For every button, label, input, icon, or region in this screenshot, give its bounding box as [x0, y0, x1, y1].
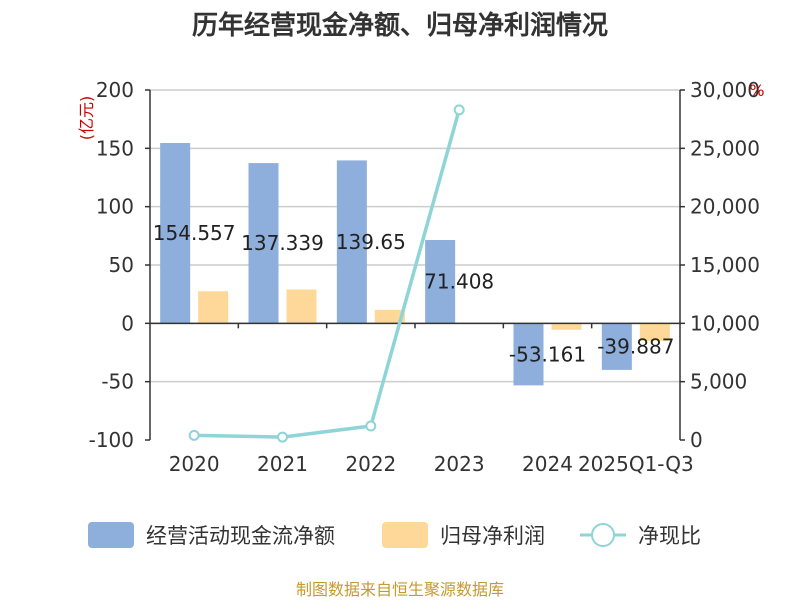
right-tick-label: 5,000 [690, 370, 747, 394]
left-tick-label: 200 [96, 78, 134, 102]
right-tick-label: 20,000 [690, 195, 760, 219]
data-label: -53.161 [509, 342, 586, 366]
legend-label: 归母净利润 [440, 524, 545, 548]
axes: 200 150 100 50 0 -50 -100 30,000 25,000 20,000 15,… [89, 78, 760, 476]
left-tick-label: 0 [121, 311, 134, 335]
right-tick-label: 15,000 [690, 253, 760, 277]
bar-cashflow [336, 160, 367, 324]
bar-net-profit [286, 289, 317, 324]
line-layer [188, 104, 465, 443]
right-tick-label: 25,000 [690, 136, 760, 160]
right-tick-label: 10,000 [690, 311, 760, 335]
left-tick-label: 100 [96, 195, 134, 219]
left-tick-label: 150 [96, 136, 134, 160]
bar-layer [160, 143, 670, 386]
data-label: 154.557 [153, 221, 236, 245]
bar-net-profit [374, 309, 405, 324]
legend-swatch [382, 522, 428, 548]
right-axis-unit: % [749, 81, 764, 100]
legend[interactable]: 经营活动现金流净额 归母净利润 净现比 [88, 522, 701, 548]
x-tick-label: 2021 [257, 452, 308, 476]
x-tick-label: 2023 [434, 452, 485, 476]
data-label: 137.339 [241, 231, 324, 255]
data-label: -39.887 [597, 335, 674, 359]
data-labels: 154.557 137.339 139.65 71.408 -53.161 -39.887 [153, 221, 675, 366]
legend-swatch [88, 522, 134, 548]
x-tick-label: 2020 [169, 452, 220, 476]
source-note: 制图数据来自恒生聚源数据库 [296, 580, 504, 599]
x-tick-label: 2022 [345, 452, 396, 476]
left-tick-label: 50 [109, 253, 134, 277]
right-tick-label: 0 [690, 428, 703, 452]
bar-cashflow [513, 323, 544, 386]
bar-net-profit [198, 291, 229, 324]
bar-cashflow [160, 143, 191, 324]
line-point [365, 420, 377, 432]
left-tick-label: -50 [101, 370, 134, 394]
x-tick-label: 2025Q1-Q3 [578, 452, 694, 476]
chart-title: 历年经营现金净额、归母净利润情况 [192, 10, 608, 41]
legend-label: 净现比 [638, 524, 701, 548]
bar-net-profit [639, 323, 670, 341]
legend-label: 经营活动现金流净额 [146, 524, 335, 548]
line-point [188, 429, 200, 441]
left-axis-unit: (亿元) [77, 96, 96, 141]
line-point [453, 104, 465, 116]
right-tick-label: 30,000 [690, 78, 760, 102]
bar-net-profit [551, 323, 582, 330]
data-label: 71.408 [424, 270, 494, 294]
bar-cashflow [601, 323, 632, 370]
bar-cashflow [425, 240, 456, 324]
line-point [277, 431, 288, 443]
data-label: 139.65 [336, 230, 406, 254]
bar-cashflow [248, 163, 279, 324]
legend-swatch-marker [591, 523, 615, 547]
line-net-cash-ratio [194, 109, 461, 439]
x-tick-label: 2024 [522, 452, 573, 476]
left-tick-label: -100 [89, 428, 134, 452]
